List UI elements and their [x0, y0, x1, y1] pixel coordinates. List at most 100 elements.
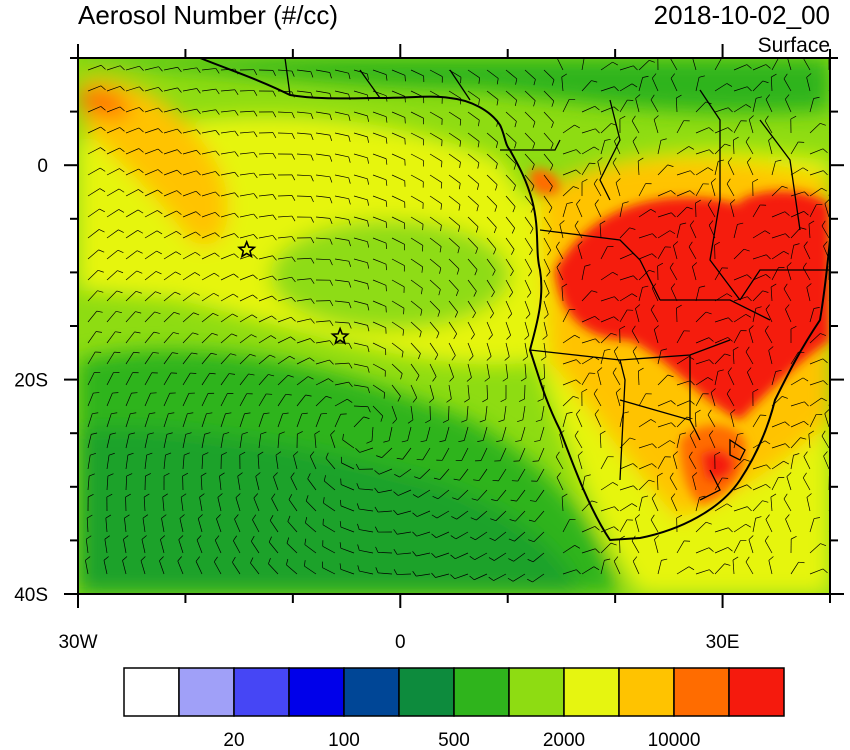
- wind-barb: [182, 129, 197, 134]
- wind-barb: [448, 342, 456, 356]
- wind-barb-flag: [785, 304, 790, 310]
- wind-barb-flag: [154, 311, 161, 314]
- wind-barb-flag: [594, 199, 599, 205]
- wind-barb-flag: [393, 509, 398, 515]
- wind-barb: [809, 308, 815, 323]
- wind-barb-flag: [230, 353, 237, 356]
- wind-barb-flag: [489, 537, 496, 541]
- wind-barb: [600, 123, 612, 134]
- wind-barb: [125, 331, 135, 344]
- wind-barb-flag: [99, 208, 105, 213]
- wind-barb-flag: [670, 400, 676, 405]
- wind-barb-flag: [638, 367, 644, 372]
- wind-barb-flag: [733, 136, 739, 141]
- wind-barb: [378, 572, 393, 575]
- wind-barb-flag: [157, 189, 163, 194]
- wind-barb: [562, 99, 570, 113]
- wind-barb: [494, 552, 507, 561]
- wind-barb-flag: [473, 291, 477, 297]
- wind-barb: [87, 126, 101, 134]
- wind-barb: [391, 321, 404, 331]
- wind-barb-flag: [548, 207, 553, 213]
- wind-barb-flag: [173, 311, 180, 315]
- wind-barb: [448, 321, 457, 334]
- wind-barb: [790, 401, 805, 407]
- wind-barb-flag: [385, 179, 388, 186]
- wind-barb-flag: [837, 499, 843, 500]
- wind-barb: [296, 357, 310, 365]
- wind-barb-flag: [841, 105, 846, 108]
- wind-barb: [378, 489, 393, 493]
- wind-barb: [519, 447, 526, 461]
- wind-barb-flag: [385, 200, 388, 207]
- wind-barb: [359, 447, 374, 453]
- wind-barb: [733, 274, 748, 281]
- wind-barb: [144, 148, 159, 155]
- wind-barb: [467, 258, 478, 270]
- wind-barb: [250, 541, 260, 554]
- wind-barb: [689, 435, 697, 449]
- wind-barb-flag: [581, 388, 588, 393]
- wind-barb-flag: [823, 170, 828, 176]
- wind-barb: [410, 258, 423, 268]
- wind-barb-flag: [452, 497, 459, 501]
- wind-barb: [125, 250, 138, 260]
- wind-barb-flag: [253, 131, 258, 138]
- wind-barb: [695, 202, 697, 218]
- wind-barb: [559, 224, 564, 239]
- wind-barb: [688, 246, 697, 260]
- wind-barb-flag: [348, 261, 352, 267]
- markers: [237, 239, 350, 345]
- wind-barb-flag: [654, 535, 660, 540]
- wind-barb: [106, 311, 117, 323]
- wind-barb-flag: [233, 535, 238, 541]
- wind-barb-flag: [239, 451, 246, 456]
- wind-barb-flag: [652, 233, 657, 239]
- wind-barb: [593, 183, 602, 197]
- wind-barb-flag: [581, 178, 588, 183]
- wind-barb: [307, 478, 317, 491]
- wind-barb-flag: [98, 229, 105, 233]
- wind-barb-flag: [642, 495, 649, 498]
- wind-barb: [144, 413, 150, 428]
- wind-barb: [543, 300, 549, 315]
- wind-barb: [695, 183, 704, 197]
- wind-barb: [182, 393, 190, 407]
- wind-barb: [809, 543, 821, 554]
- wind-barb-flag: [310, 196, 314, 203]
- wind-barb-flag: [764, 115, 769, 122]
- wind-barb-flag: [514, 142, 517, 149]
- wind-barb: [600, 61, 613, 71]
- wind-barb: [397, 531, 412, 535]
- wind-barb-flag: [138, 127, 144, 133]
- wind-barb: [806, 287, 811, 302]
- wind-barb: [474, 552, 488, 561]
- wind-barb-flag: [726, 178, 731, 185]
- wind-barb-flag: [272, 214, 277, 221]
- wind-barb: [806, 77, 811, 92]
- wind-barb-flag: [632, 556, 638, 562]
- wind-barb-flag: [412, 512, 418, 517]
- wind-barb: [334, 216, 349, 220]
- wind-barb: [200, 476, 203, 491]
- wind-barb-flag: [504, 356, 510, 361]
- wind-barb-flag: [173, 332, 180, 335]
- wind-barb-flag: [158, 107, 163, 113]
- wind-barb-flag: [651, 283, 657, 289]
- wind-barb-flag: [710, 388, 716, 393]
- wind-barb-flag: [486, 356, 492, 361]
- wind-barb: [536, 468, 545, 482]
- wind-barb-flag: [752, 388, 759, 393]
- wind-barb: [253, 497, 260, 512]
- wind-barb-flag: [291, 133, 295, 140]
- wind-barb: [752, 204, 761, 218]
- wind-barb-flag: [555, 241, 560, 247]
- wind-barb-flag: [478, 98, 480, 105]
- wind-barb: [106, 65, 121, 71]
- wind-barb-flag: [273, 472, 278, 478]
- wind-barb: [524, 363, 527, 378]
- wind-barb-flag: [793, 243, 800, 246]
- wind-barb-flag: [115, 310, 122, 314]
- wind-barb: [448, 237, 460, 248]
- wind-barb: [315, 174, 330, 178]
